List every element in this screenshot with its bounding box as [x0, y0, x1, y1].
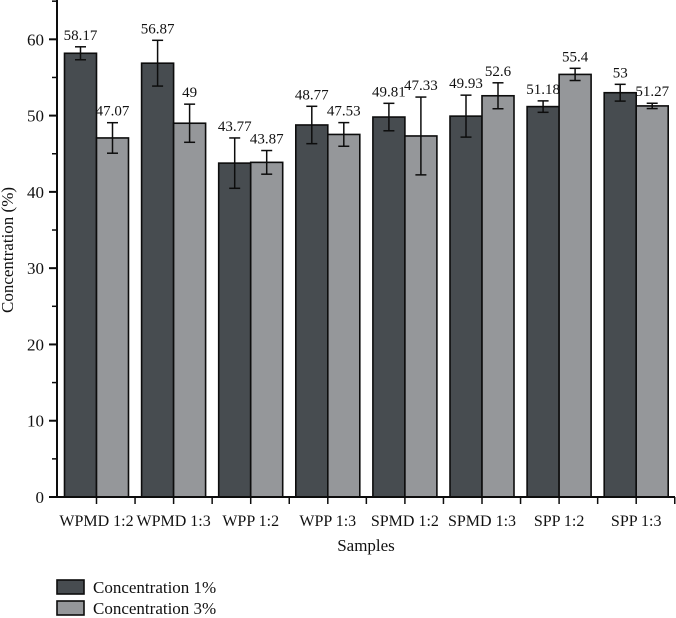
category-label: WPP 1:3 [299, 513, 356, 530]
legend-label-concentration-1: Concentration 1% [93, 578, 216, 597]
value-label: 49.93 [449, 76, 483, 92]
y-tick-label: 0 [36, 488, 45, 507]
bar [217, 162, 252, 498]
bar [449, 115, 483, 498]
y-tick-label: 20 [27, 335, 44, 354]
value-label: 53 [613, 65, 628, 81]
value-label: 43.87 [250, 132, 284, 148]
category-label: WPMD 1:2 [59, 513, 133, 530]
category-label: SPMD 1:3 [448, 513, 516, 530]
error-bars-layer [75, 39, 658, 190]
value-label: 49.81 [372, 84, 406, 100]
value-label: 47.33 [404, 78, 438, 94]
bar [481, 94, 515, 498]
legend-item-concentration-1: Concentration 1% [56, 578, 216, 597]
y-tick-label: 50 [27, 107, 44, 126]
bar [635, 105, 670, 498]
bar [140, 62, 175, 498]
bar [63, 52, 98, 498]
legend-label-concentration-3: Concentration 3% [93, 599, 216, 618]
bar [294, 124, 329, 498]
y-tick-label: 60 [27, 30, 44, 49]
bar [326, 133, 361, 498]
value-label: 55.4 [562, 49, 589, 65]
y-tick-label: 30 [27, 259, 44, 278]
category-label: SPMD 1:2 [371, 513, 439, 530]
value-label: 43.77 [218, 119, 252, 135]
bar [603, 91, 638, 498]
bar [172, 122, 207, 498]
y-axis-title: Concentration (%) [0, 187, 17, 313]
value-label: 51.18 [526, 82, 560, 98]
bar [526, 105, 560, 498]
category-label: WPMD 1:3 [136, 513, 210, 530]
y-tick-label: 10 [27, 412, 44, 431]
axes-layer [49, 0, 676, 504]
labels-layer: 58.17 56.87 43.77 48.77 49.81 49.93 51.18 53 47.… [27, 21, 670, 530]
value-label: 47.53 [327, 104, 361, 120]
bar [249, 161, 284, 498]
value-label: 51.27 [635, 84, 669, 100]
bar [372, 116, 406, 498]
bar [558, 73, 592, 498]
value-label: 47.07 [96, 104, 130, 120]
bar [95, 137, 130, 498]
value-label: 48.77 [295, 87, 329, 103]
value-label: 52.6 [485, 64, 512, 80]
value-label: 56.87 [141, 21, 175, 37]
legend: Concentration 1% Concentration 3% [56, 578, 216, 618]
legend-item-concentration-3: Concentration 3% [56, 599, 216, 618]
bars-layer [63, 52, 670, 498]
value-label: 49 [182, 85, 197, 101]
category-label: SPP 1:3 [611, 513, 662, 530]
y-tick-label: 40 [27, 183, 44, 202]
category-label: SPP 1:2 [534, 513, 585, 530]
bar [404, 135, 438, 498]
category-label: WPP 1:2 [222, 513, 279, 530]
x-axis-title: Samples [337, 536, 395, 555]
value-label: 58.17 [64, 28, 98, 44]
legend-swatch-dark [56, 579, 85, 595]
legend-swatch-light [56, 600, 85, 616]
